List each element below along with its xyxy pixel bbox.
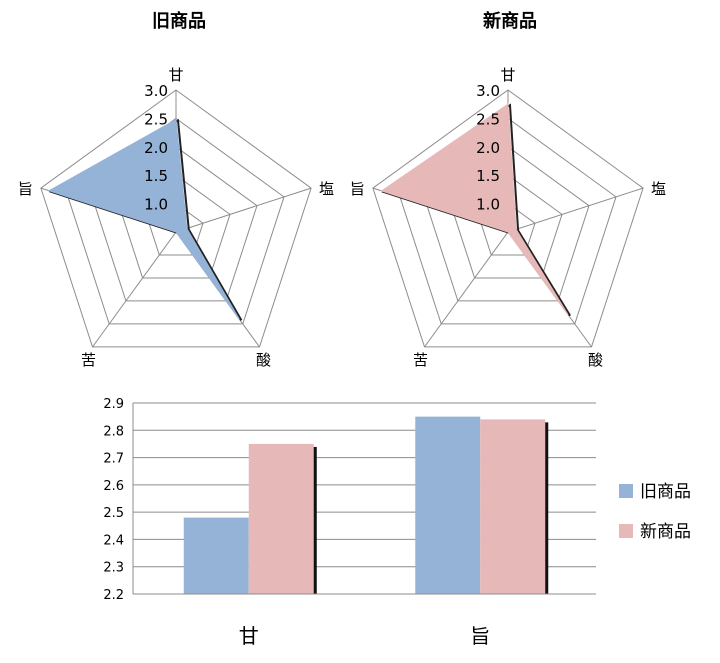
- legend-swatch: [619, 524, 633, 538]
- radar-tick-label: 1.0: [476, 196, 500, 214]
- radar-spoke: [175, 187, 312, 233]
- radar-series-area: [47, 118, 240, 320]
- radar-tick-label: 1.5: [476, 167, 500, 185]
- bar-y-tick-label: 2.6: [103, 479, 124, 494]
- radar-title-new: 新商品: [483, 10, 537, 32]
- bar-category-label: 旨: [470, 624, 490, 648]
- radar-tick-label: 3.0: [476, 82, 500, 100]
- radar-spoke: [424, 231, 509, 348]
- radar-axis-label: 酸: [256, 351, 271, 369]
- radar-grid-ring: [372, 89, 644, 348]
- bar-y-tick-label: 2.5: [103, 506, 124, 521]
- bar-old-0: [183, 517, 249, 594]
- radar-axis-label: 苦: [81, 351, 96, 369]
- radar-axis-label: 甘: [500, 66, 515, 84]
- radar-spoke: [92, 231, 177, 348]
- radar-title-old: 旧商品: [152, 10, 206, 32]
- bar-y-tick-label: 2.9: [103, 397, 124, 412]
- bar-new-0: [248, 443, 314, 594]
- radar-tick-label: 2.0: [476, 139, 500, 157]
- radar-grid-ring: [40, 89, 312, 348]
- bar-old-1: [415, 416, 481, 594]
- legend-label: 旧商品: [640, 482, 691, 502]
- radar-axis-label: 旨: [18, 180, 33, 198]
- bar-category-label: 甘: [239, 624, 259, 648]
- bar-y-tick-label: 2.3: [103, 561, 124, 576]
- bar-new-1: [480, 419, 546, 594]
- radar-axis-label: 旨: [350, 180, 365, 198]
- radar-axis-label: 甘: [168, 66, 183, 84]
- radar-tick-label: 2.5: [476, 110, 500, 128]
- radar-series-area: [380, 103, 569, 315]
- radar-tick-label: 2.0: [144, 139, 168, 157]
- radar-tick-label: 2.5: [144, 110, 168, 128]
- radar-axis-label: 苦: [413, 351, 428, 369]
- radar-tick-label: 1.0: [144, 196, 168, 214]
- bar-y-tick-label: 2.7: [103, 452, 124, 467]
- radar-axis-label: 塩: [651, 180, 666, 198]
- bar-y-tick-label: 2.2: [103, 588, 124, 603]
- radar-axis-label: 塩: [319, 180, 334, 198]
- legend-swatch: [619, 484, 633, 498]
- bar-y-tick-label: 2.8: [103, 424, 124, 439]
- radar-axis-label: 酸: [588, 351, 603, 369]
- radar-spoke: [507, 187, 644, 233]
- legend-label: 新商品: [640, 522, 691, 542]
- radar-tick-label: 3.0: [144, 82, 168, 100]
- radar-tick-label: 1.5: [144, 167, 168, 185]
- bar-y-tick-label: 2.4: [103, 533, 124, 548]
